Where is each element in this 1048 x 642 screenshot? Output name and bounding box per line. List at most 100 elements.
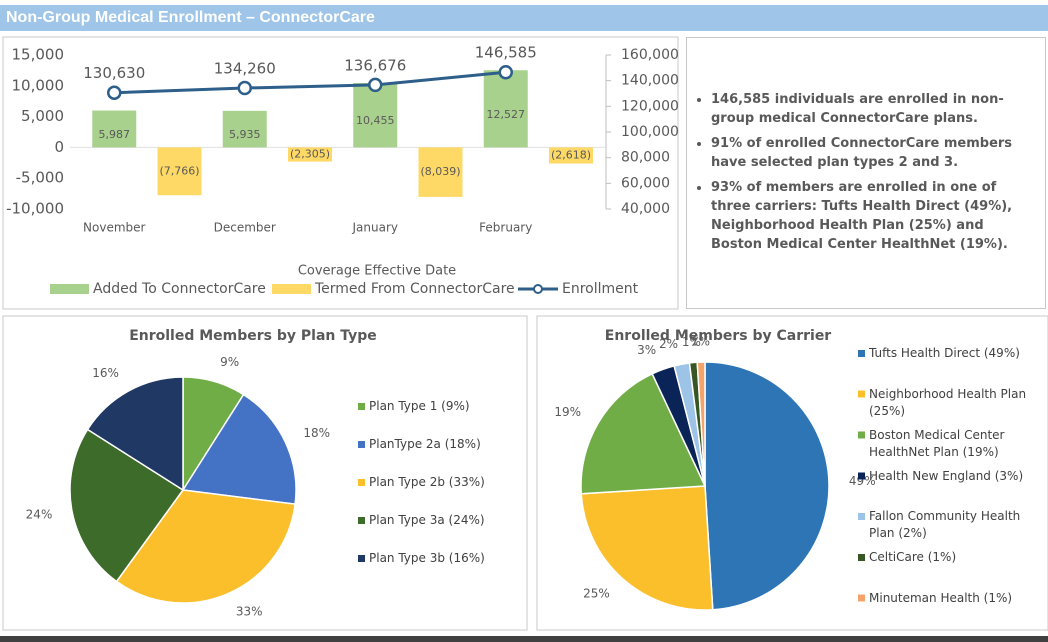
legend-label: Health New England (3%) [869,468,1024,483]
legend-swatch [358,555,365,562]
legend-swatch [858,350,865,357]
legend-swatch [358,479,365,486]
data-label: (2,618) [551,148,591,161]
data-label: 18% [303,426,330,440]
y2-tick-label: 80,000 [621,150,670,166]
legend-item: Plan Type 2b (33%) [369,475,485,489]
legend-item: Health New England (3%) [869,468,1024,483]
pie-slice [69,428,185,583]
y2-tick-label: 60,000 [621,175,670,191]
bar [549,147,593,164]
legend-label: Plan Type 3a (24%) [369,513,485,527]
pie-slice [696,361,706,487]
data-label: 130,630 [83,64,145,82]
legend-item: Minuteman Health (1%) [869,590,1013,605]
legend-item: Fallon Community Health Plan (2%) [869,509,1021,540]
point [498,64,513,80]
x-tick-label: November [83,221,145,235]
line [114,70,506,95]
bar [92,110,137,148]
panel [2,315,528,631]
data-label: 49% [849,474,876,488]
legend-label: Plan Type 3b (16%) [369,551,485,565]
bar [222,110,267,148]
y2-tick-label: 40,000 [621,201,670,217]
legend-swatch [533,284,543,294]
bar [353,82,398,148]
legend-label: Plan Type 2b (33%) [369,475,485,489]
bullet: 91% of enrolled ConnectorCare members ha… [711,134,1035,172]
bullet: 93% of members are enrolled in one of th… [711,178,1035,254]
data-label: 9% [220,355,239,369]
x-tick-label: February [479,221,532,235]
legend-label: Tufts Health Direct (49%) [869,346,1020,360]
data-label: 3% [637,343,656,357]
data-label: 25% [583,587,610,601]
legend-swatch [858,554,865,561]
bullet: 146,585 individuals are enrolled in non-… [711,90,1035,128]
notes-panel: 146,585 individuals are enrolled in non-… [686,37,1046,309]
pie-slice [580,485,714,611]
data-label: 16% [92,366,119,380]
legend-item: Plan Type 1 (9%) [369,399,470,413]
bar [483,70,528,148]
footer-bar [0,636,1048,642]
legend-item: CeltiCare (1%) [869,550,956,564]
y2-tick-label: 100,000 [621,124,679,140]
legend-item: Neighborhood Health Plan (25%) [869,386,1027,418]
legend-swatch [358,403,365,410]
legend-swatch [358,517,365,524]
legend-item: Tufts Health Direct (49%) [869,346,1020,360]
pie-slice [86,376,184,492]
pie-slice [704,361,830,611]
legend-swatch [858,431,865,439]
legend-swatch [858,513,865,520]
data-label: 146,585 [475,44,537,62]
data-label: 24% [26,507,53,521]
y-tick-label: 15,000 [12,46,65,64]
data-label: 2% [659,337,678,351]
legend-swatch [858,390,865,398]
y-tick-label: 5,000 [21,107,64,125]
bar [157,147,202,196]
legend-label: Termed From ConnectorCare [314,281,515,297]
legend-label: Neighborhood Health Plan (25%) [869,386,1027,418]
data-label: 134,260 [214,60,276,78]
legend-swatch [858,594,865,602]
point [107,85,122,100]
data-label: (2,305) [290,147,330,160]
bar [288,147,332,162]
legend-swatch [858,472,865,480]
panel [536,315,1048,631]
legend-label: PlanType 2a (18%) [369,437,481,451]
legend-label: Minuteman Health (1%) [869,590,1013,605]
y-tick-label: 0 [54,138,64,156]
data-label: 12,527 [487,108,526,121]
data-label: 136,676 [344,56,406,74]
y2-tick-label: 120,000 [621,98,679,114]
y-tick-label: -5,000 [16,169,64,187]
pie-slice [181,393,297,506]
bullet-list: 146,585 individuals are enrolled in non-… [693,90,1035,254]
data-label: 5,935 [229,128,261,141]
data-label: 1% [682,335,701,349]
data-label: 19% [554,405,581,419]
legend-item: Boston Medical Center HealthNet Plan (19… [869,428,1004,459]
x-tick-label: December [214,221,276,235]
data-label: 33% [236,605,263,619]
y2-tick-label: 160,000 [621,47,679,63]
chart-title: Enrolled Members by Plan Type [129,328,377,344]
legend-item: Plan Type 3b (16%) [369,551,485,565]
legend-item: Plan Type 3a (24%) [369,513,485,527]
data-label: 10,455 [356,114,395,127]
legend-swatch [272,284,311,294]
data-label: 1% [691,335,710,349]
point [368,77,383,93]
legend-item: PlanType 2a (18%) [369,437,481,451]
bar [418,147,463,197]
point [237,80,252,96]
data-label: 5,987 [99,128,131,141]
legend-swatch [358,441,365,448]
legend-label: Fallon Community Health Plan (2%) [869,509,1021,540]
